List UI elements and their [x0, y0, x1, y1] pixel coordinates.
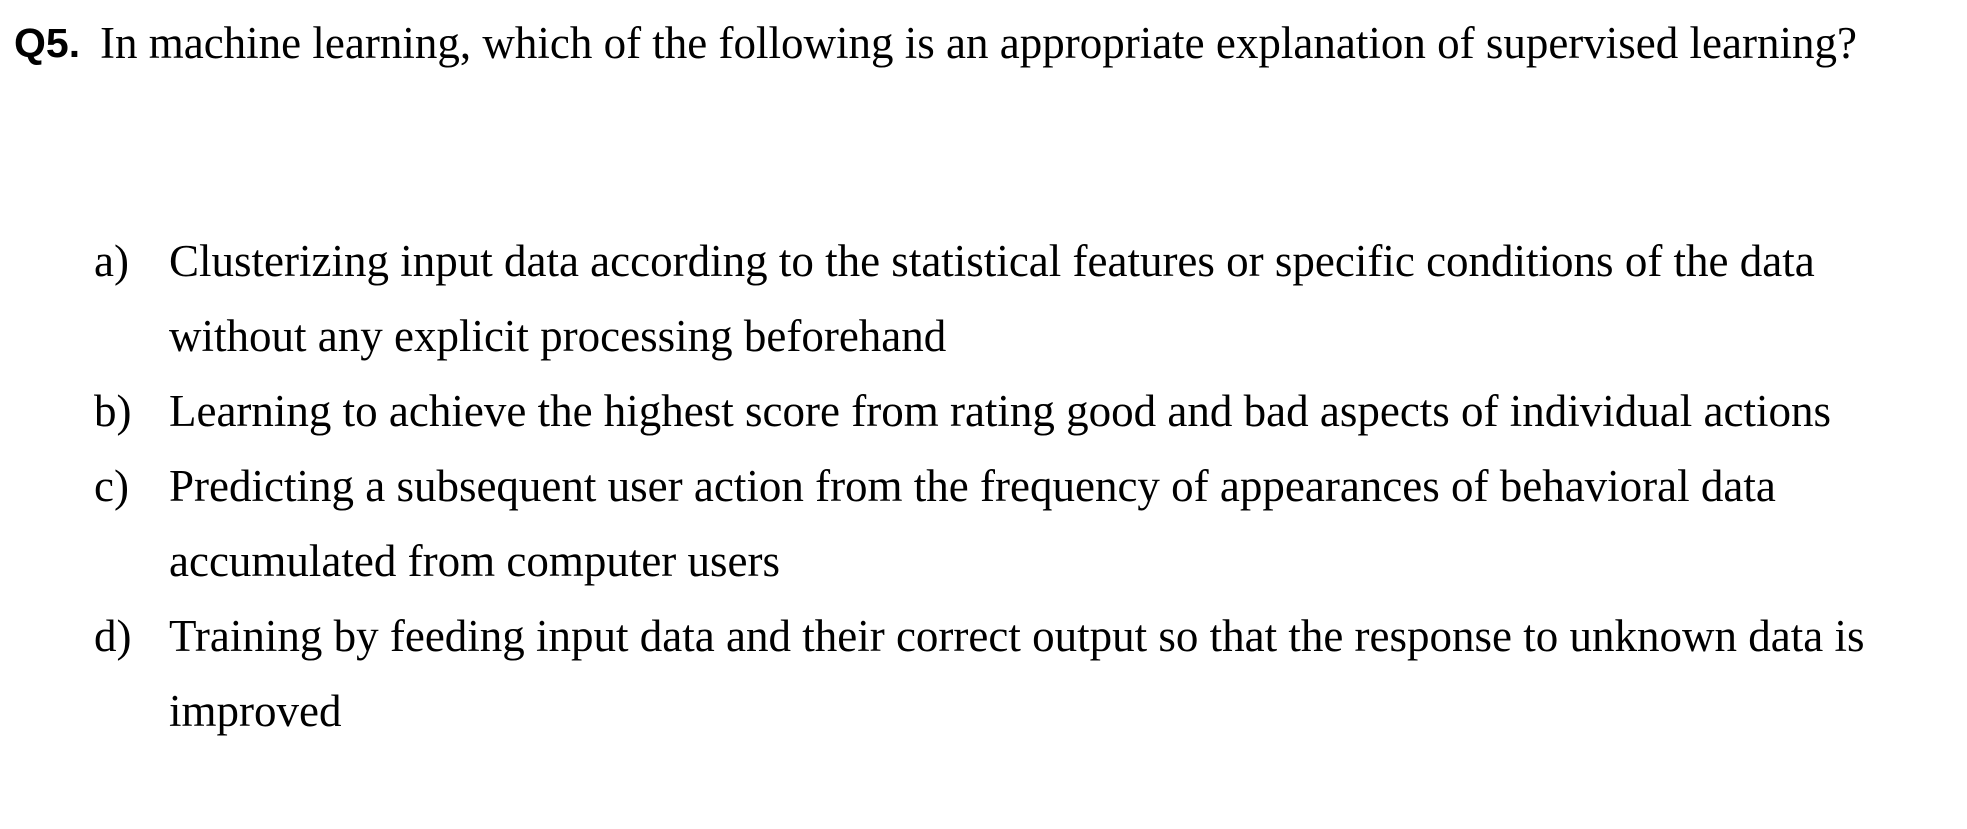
option-letter: b) — [94, 386, 132, 436]
answer-options: a) Clusterizing input data according to … — [94, 224, 1924, 749]
option-letter: c) — [94, 461, 129, 511]
question-text: In machine learning, which of the follow… — [100, 18, 1857, 68]
question-row: Q5. In machine learning, which of the fo… — [14, 6, 1954, 81]
option-text: Training by feeding input data and their… — [169, 611, 1865, 736]
option-letter: d) — [94, 611, 132, 661]
option-text: Predicting a subsequent user action from… — [169, 461, 1776, 586]
option-text: Clusterizing input data according to the… — [169, 236, 1815, 361]
option-d: d) Training by feeding input data and th… — [94, 599, 1924, 749]
option-a: a) Clusterizing input data according to … — [94, 224, 1924, 374]
option-b: b) Learning to achieve the highest score… — [94, 374, 1924, 449]
question-number: Q5. — [14, 20, 81, 66]
option-c: c) Predicting a subsequent user action f… — [94, 449, 1924, 599]
option-text: Learning to achieve the highest score fr… — [169, 386, 1831, 436]
option-letter: a) — [94, 236, 129, 286]
question-block: Q5. In machine learning, which of the fo… — [14, 6, 1954, 81]
